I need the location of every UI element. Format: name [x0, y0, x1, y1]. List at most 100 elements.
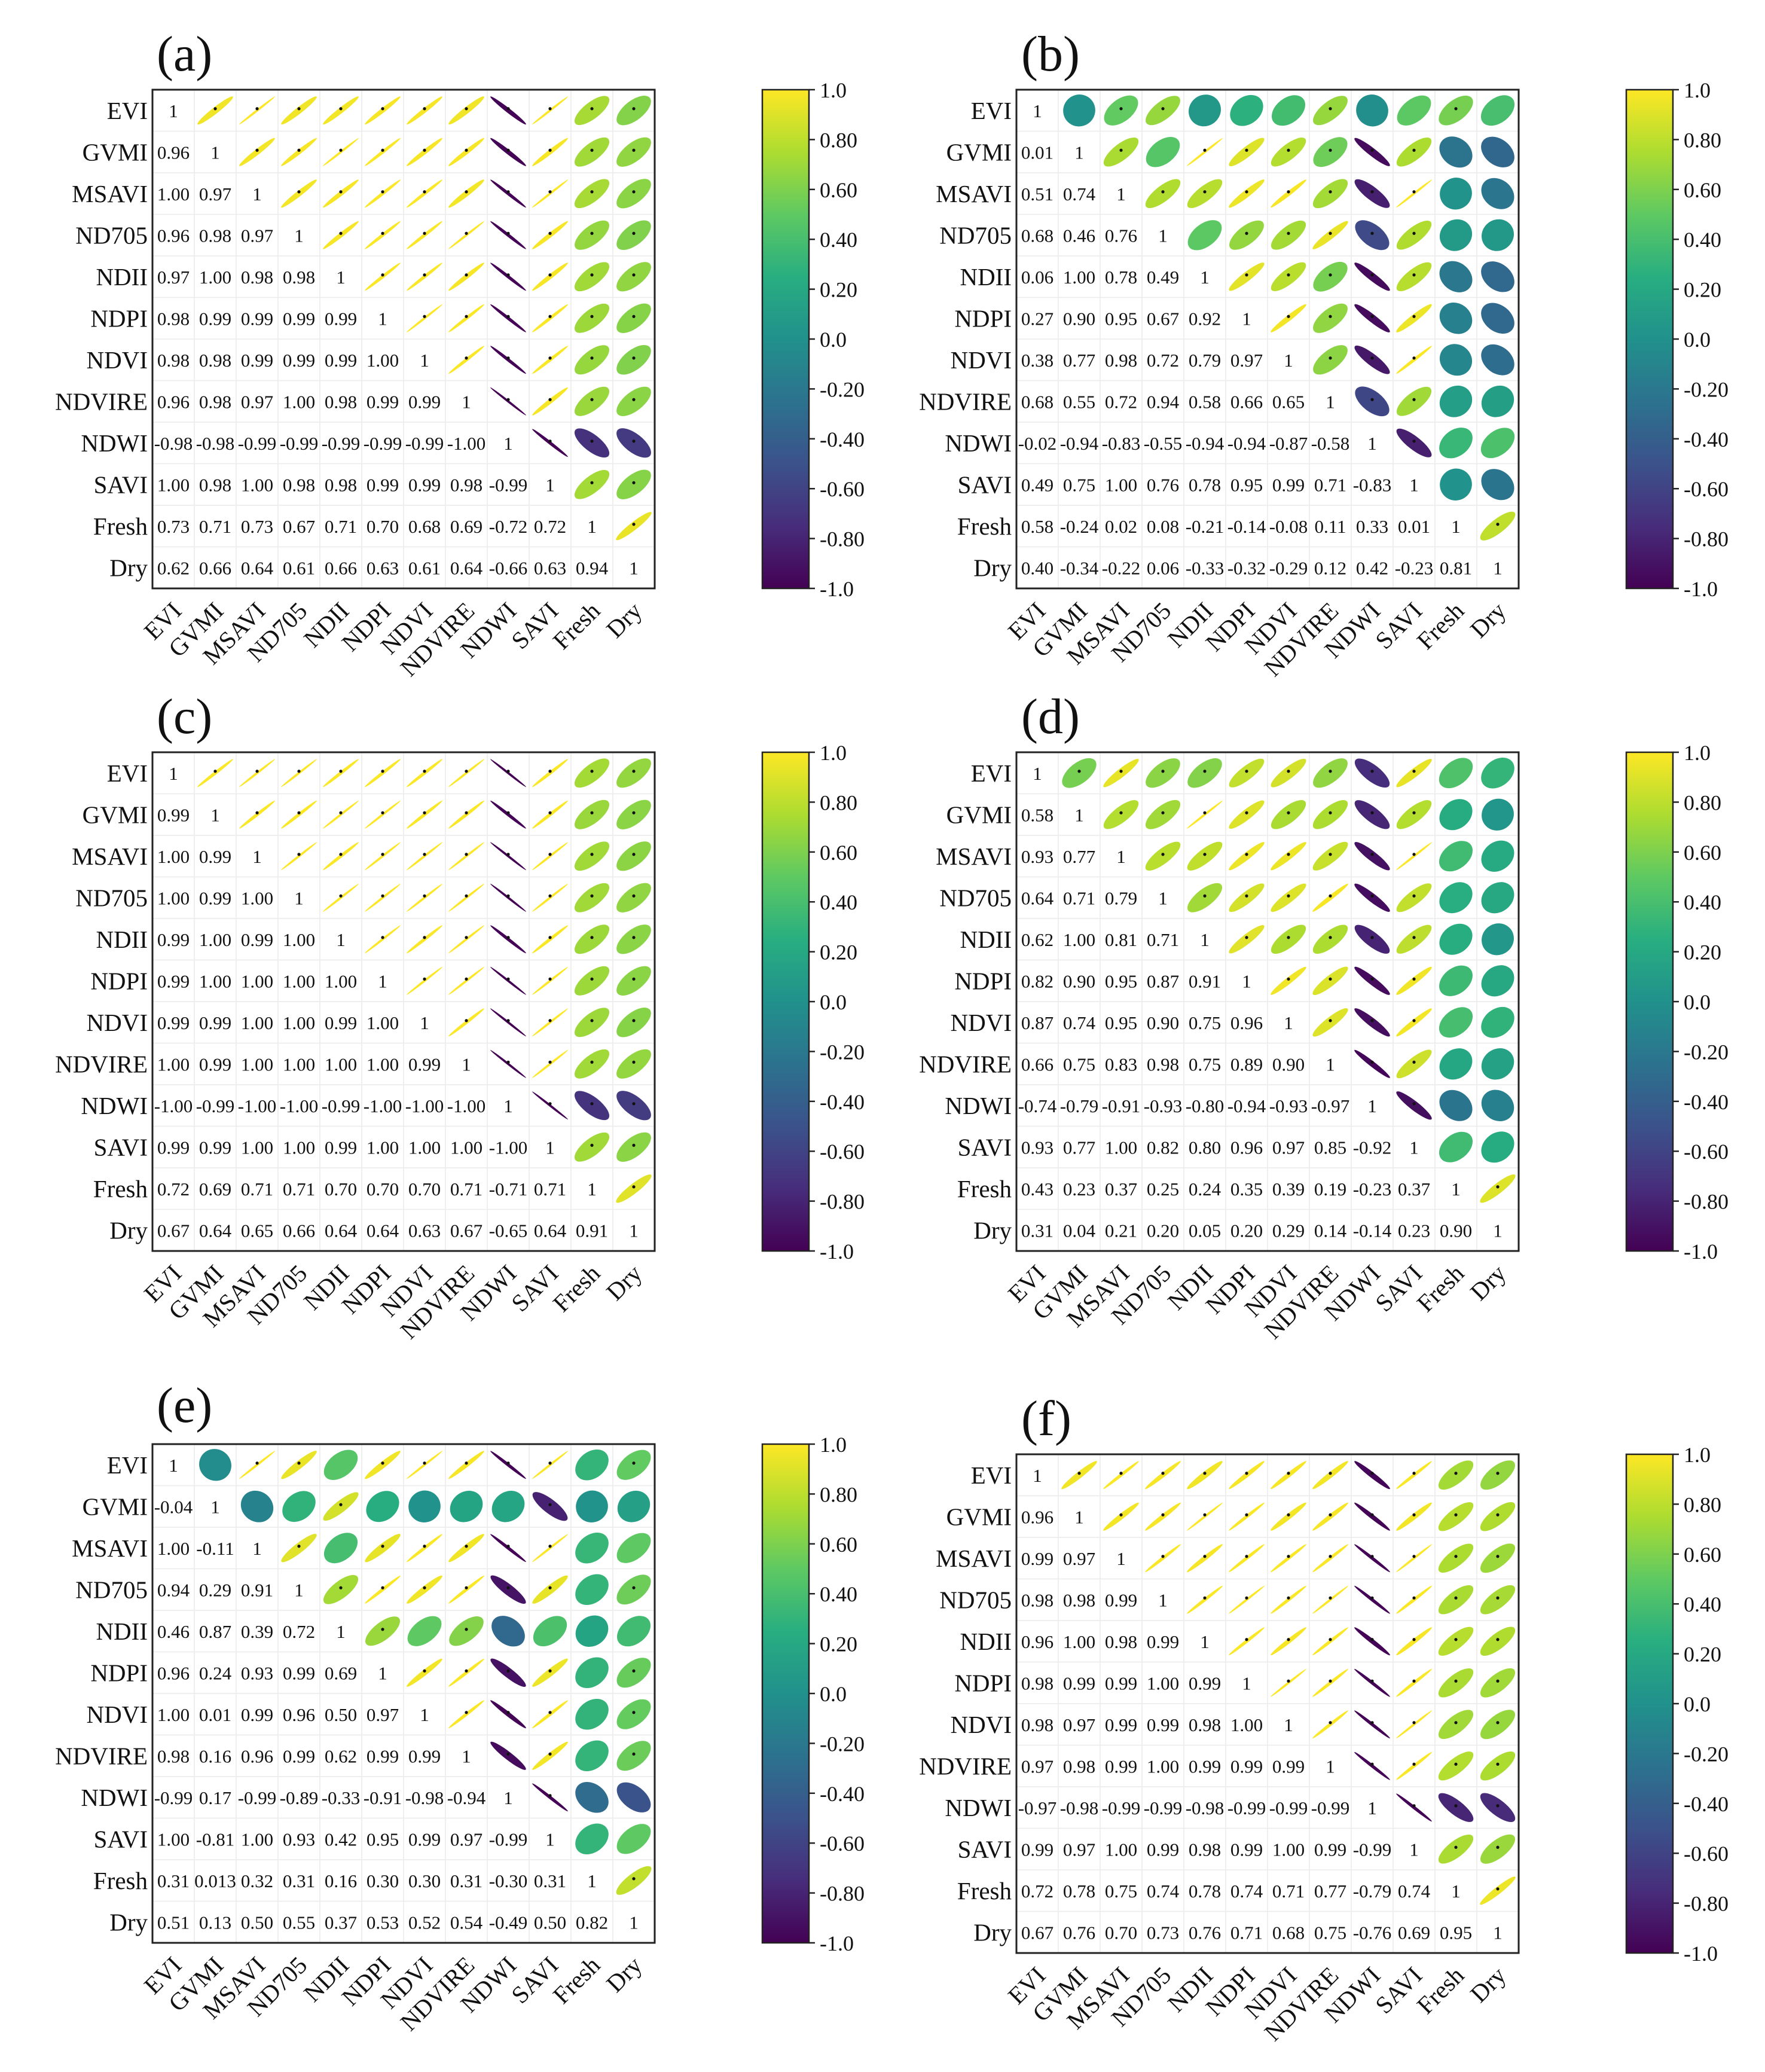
- correlation-value: 0.72: [534, 516, 566, 537]
- grid-cell: [1016, 1661, 1059, 1704]
- colorbar-tick-label: -0.20: [1684, 1742, 1729, 1766]
- correlation-value: 1: [503, 1787, 513, 1808]
- significance-mark: [1412, 148, 1416, 152]
- correlation-ellipse: [407, 966, 442, 995]
- correlation-ellipse: [1480, 1876, 1516, 1905]
- significance-mark: [465, 1586, 468, 1589]
- correlation-value: 0.63: [367, 557, 399, 578]
- correlation-ellipse: [365, 842, 401, 871]
- grid-cell: [194, 1776, 237, 1819]
- correlation-ellipse: [616, 1741, 651, 1771]
- correlation-value: -0.33: [1186, 557, 1224, 578]
- correlation-ellipse: [1438, 1710, 1474, 1740]
- significance-mark: [1245, 1596, 1248, 1600]
- significance-mark: [1496, 1638, 1500, 1641]
- grid-cell: [194, 876, 237, 919]
- correlation-ellipse: [407, 925, 442, 954]
- correlation-value: 0.70: [408, 1179, 441, 1200]
- correlation-value: 0.21: [1105, 1220, 1137, 1241]
- grid-cell: [1225, 546, 1268, 589]
- correlation-value: 1: [1326, 391, 1335, 412]
- correlation-value: 0.38: [1021, 350, 1053, 371]
- colorbar-tick-label: -0.60: [820, 1140, 865, 1164]
- correlation-value: 0.02: [1105, 516, 1137, 537]
- correlation-ellipse: [1396, 386, 1432, 416]
- correlation-value: 0.98: [241, 267, 273, 288]
- matrix-frame: [1015, 89, 1520, 590]
- correlation-value: -1.00: [364, 1095, 402, 1116]
- grid-cell: [152, 89, 195, 132]
- correlation-value: -0.93: [1144, 1095, 1183, 1116]
- correlation-ellipse: [1481, 840, 1514, 872]
- correlation-value: 0.31: [157, 1870, 190, 1891]
- grid-cell: [319, 338, 362, 382]
- correlation-ellipse: [1229, 925, 1265, 954]
- grid-cell: [152, 505, 195, 548]
- significance-mark: [1287, 315, 1290, 318]
- correlation-ellipse: [281, 1451, 317, 1479]
- correlation-value: 0.99: [283, 308, 315, 329]
- significance-mark: [1412, 1472, 1416, 1475]
- significance-mark: [590, 107, 594, 111]
- significance-mark: [1496, 1555, 1500, 1558]
- correlation-value: 0.24: [199, 1662, 232, 1683]
- significance-mark: [632, 1752, 636, 1756]
- correlation-value: 0.96: [241, 1746, 273, 1766]
- grid-cell: [1100, 876, 1143, 919]
- correlation-ellipse: [1396, 346, 1432, 374]
- correlation-value: 1: [1326, 1756, 1335, 1777]
- correlation-value: -0.21: [1186, 516, 1224, 537]
- correlation-value: 1: [336, 1621, 346, 1642]
- correlation-value: -0.91: [1102, 1095, 1141, 1116]
- correlation-ellipse: [616, 1782, 651, 1812]
- row-label: MSAVI: [72, 180, 148, 207]
- correlation-value: 1.00: [157, 184, 190, 205]
- correlation-value: 0.96: [283, 1704, 315, 1725]
- significance-mark: [506, 1461, 510, 1465]
- correlation-value: -0.81: [196, 1829, 235, 1850]
- correlation-value: 1: [169, 763, 178, 784]
- grid-cell: [1058, 130, 1101, 173]
- grid-cell: [403, 1776, 446, 1819]
- correlation-value: 0.77: [1314, 1881, 1346, 1902]
- correlation-ellipse: [1354, 345, 1390, 374]
- grid-cell: [277, 422, 320, 465]
- grid-cell: [1183, 1911, 1226, 1954]
- correlation-ellipse: [1187, 883, 1223, 913]
- correlation-value: -0.79: [1353, 1881, 1392, 1902]
- colorbar-tick-label: 1.0: [820, 1433, 847, 1457]
- correlation-ellipse: [574, 303, 610, 333]
- row-label: NDVIRE: [919, 387, 1012, 415]
- significance-mark: [465, 1711, 468, 1714]
- grid-cell: [194, 463, 237, 506]
- significance-mark: [1370, 398, 1374, 401]
- significance-mark: [1161, 190, 1165, 194]
- correlation-value: 0.95: [1230, 474, 1263, 495]
- correlation-value: 0.43: [1021, 1179, 1053, 1200]
- column-label: Fresh: [1411, 1961, 1469, 2019]
- grid-cell: [277, 297, 320, 340]
- correlation-ellipse: [1187, 1461, 1223, 1490]
- panel-label: (c): [157, 689, 212, 744]
- correlation-value: -0.99: [280, 433, 319, 454]
- correlation-value: -0.49: [489, 1912, 528, 1933]
- correlation-ellipse: [1438, 1834, 1474, 1864]
- correlation-ellipse: [1229, 800, 1265, 829]
- correlation-value: 0.54: [450, 1912, 483, 1933]
- grid-cell: [152, 1167, 195, 1210]
- correlation-value: -0.23: [1395, 557, 1434, 578]
- correlation-ellipse: [1396, 1544, 1432, 1573]
- correlation-value: -1.00: [489, 1137, 528, 1158]
- correlation-value: 0.78: [1189, 474, 1221, 495]
- correlation-value: 1: [1409, 474, 1419, 495]
- correlation-value: 1: [545, 1829, 555, 1850]
- correlation-value: 1: [1158, 1589, 1168, 1610]
- colorbar-tick-label: 0.20: [1684, 941, 1721, 965]
- grid-cell: [445, 463, 488, 506]
- correlation-value: 0.72: [283, 1621, 315, 1642]
- grid-cell: [277, 338, 320, 382]
- grid-cell: [361, 546, 404, 589]
- correlation-value: 1.00: [367, 1054, 399, 1075]
- significance-mark: [590, 440, 594, 443]
- grid-cell: [194, 546, 237, 589]
